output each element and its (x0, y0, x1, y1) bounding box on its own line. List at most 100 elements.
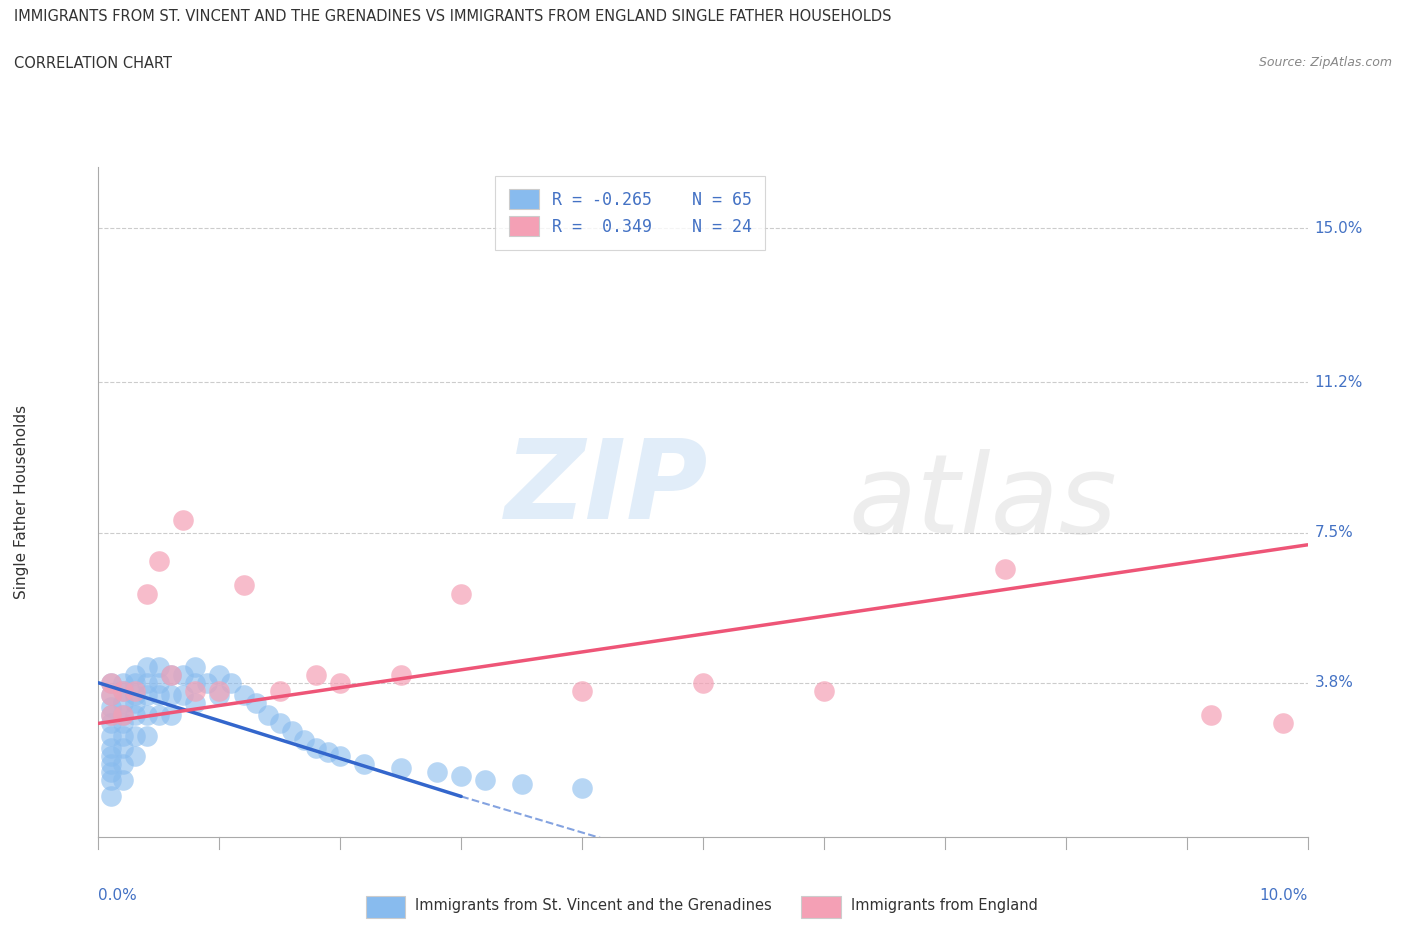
Point (111, 716, 134, 731)
Point (389, 761, 412, 776)
Point (305, 740, 328, 755)
Point (160, 667, 183, 682)
Point (135, 586, 157, 601)
Point (111, 708, 134, 723)
Point (571, 684, 593, 698)
Point (160, 687, 183, 702)
Point (232, 687, 254, 702)
Point (111, 684, 134, 698)
Point (135, 659, 157, 674)
Point (100, 740, 122, 755)
Text: 11.2%: 11.2% (1315, 375, 1362, 390)
Point (124, 728, 146, 743)
Point (692, 675, 714, 690)
Point (305, 667, 328, 682)
Point (111, 696, 134, 711)
Point (100, 687, 122, 702)
Point (208, 684, 231, 698)
Text: 15.0%: 15.0% (1315, 220, 1362, 236)
Point (184, 659, 207, 674)
Point (100, 756, 122, 771)
Point (135, 728, 157, 743)
Point (316, 744, 339, 759)
Point (160, 667, 183, 682)
Point (148, 553, 170, 568)
Point (111, 675, 134, 690)
Text: Source: ZipAtlas.com: Source: ZipAtlas.com (1258, 56, 1392, 69)
Point (184, 675, 207, 690)
Text: IMMIGRANTS FROM ST. VINCENT AND THE GRENADINES VS IMMIGRANTS FROM ENGLAND SINGLE: IMMIGRANTS FROM ST. VINCENT AND THE GREN… (14, 9, 891, 24)
Point (221, 675, 243, 690)
Point (100, 708, 122, 723)
Point (172, 687, 194, 702)
Point (172, 513, 194, 528)
Point (160, 708, 183, 723)
Point (135, 687, 157, 702)
Point (148, 708, 170, 723)
Point (100, 716, 122, 731)
Point (1199, 708, 1222, 723)
Point (172, 667, 194, 682)
Point (148, 675, 170, 690)
Point (232, 578, 254, 592)
Point (111, 773, 134, 788)
Point (148, 659, 170, 674)
Point (353, 756, 375, 771)
Point (994, 562, 1017, 577)
Point (208, 667, 231, 682)
Point (450, 586, 472, 601)
Point (269, 716, 291, 731)
Point (195, 675, 218, 690)
Point (124, 684, 146, 698)
Point (184, 696, 207, 711)
Point (100, 773, 122, 788)
Point (135, 675, 157, 690)
Text: Single Father Households: Single Father Households (14, 405, 28, 599)
Point (1272, 716, 1295, 731)
Text: Immigrants from St. Vincent and the Grenadines: Immigrants from St. Vincent and the Gren… (415, 898, 772, 913)
Point (124, 667, 146, 682)
Point (148, 687, 170, 702)
Point (124, 708, 146, 723)
Point (184, 684, 207, 698)
Point (269, 684, 291, 698)
Point (474, 773, 496, 788)
Point (100, 687, 122, 702)
Point (100, 728, 122, 743)
Point (100, 699, 122, 714)
Text: 3.8%: 3.8% (1315, 675, 1354, 690)
Point (100, 708, 122, 723)
Point (292, 732, 315, 747)
Point (100, 675, 122, 690)
Text: ZIP: ZIP (505, 435, 709, 542)
Point (208, 687, 231, 702)
Text: CORRELATION CHART: CORRELATION CHART (14, 56, 172, 71)
Point (256, 708, 278, 723)
Point (571, 781, 593, 796)
Point (124, 687, 146, 702)
Point (135, 708, 157, 723)
Point (100, 764, 122, 779)
Text: 0.0%: 0.0% (98, 888, 138, 903)
Point (813, 684, 835, 698)
Point (111, 756, 134, 771)
Point (281, 724, 304, 739)
Point (124, 749, 146, 764)
Legend: R = -0.265    N = 65, R =  0.349    N = 24: R = -0.265 N = 65, R = 0.349 N = 24 (495, 176, 765, 250)
Text: Immigrants from England: Immigrants from England (851, 898, 1038, 913)
Point (124, 675, 146, 690)
Point (510, 777, 533, 791)
Point (111, 708, 134, 723)
Point (111, 740, 134, 755)
Point (329, 749, 352, 764)
Text: 10.0%: 10.0% (1260, 888, 1308, 903)
Text: atlas: atlas (848, 448, 1116, 556)
Point (245, 696, 267, 711)
Point (111, 728, 134, 743)
Point (100, 675, 122, 690)
Point (426, 764, 449, 779)
Point (124, 696, 146, 711)
Point (100, 789, 122, 804)
Point (389, 667, 412, 682)
Text: 7.5%: 7.5% (1315, 525, 1354, 540)
